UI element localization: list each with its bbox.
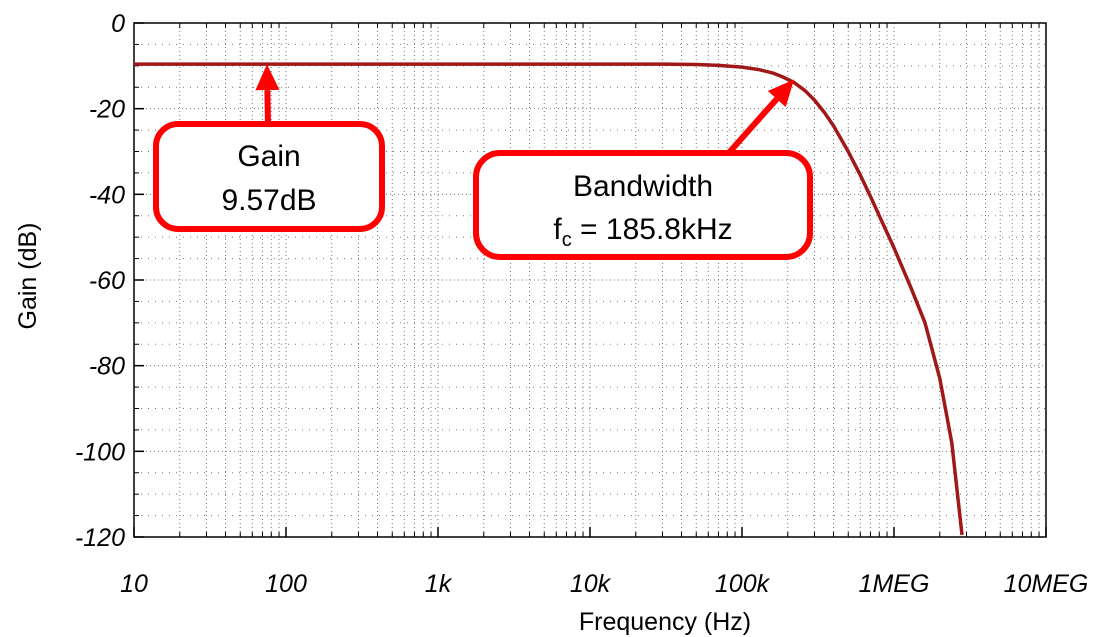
y-tick-label: -40 [89, 181, 125, 209]
bandwidth-callout-arrowhead [767, 79, 795, 107]
y-tick-label: -80 [89, 353, 125, 381]
y-tick-label: 0 [111, 10, 125, 38]
bandwidth-callout-arrow [723, 96, 780, 158]
y-tick-label: -20 [89, 96, 125, 124]
bandwidth-callout: Bandwidth fc = 185.8kHz [473, 79, 813, 260]
grid [134, 23, 1046, 537]
x-tick-label: 1k [425, 570, 453, 598]
x-tick-label: 100k [715, 570, 771, 598]
y-tick-label: -100 [75, 438, 125, 466]
x-axis-title: Frequency (Hz) [579, 608, 751, 636]
bandwidth-callout-line-2: fc = 185.8kHz [553, 213, 732, 251]
series-line-gain [134, 62, 964, 536]
gain-callout-arrowhead [255, 64, 280, 91]
fc-subscript: c [562, 229, 572, 251]
y-axis-title: Gain (dB) [14, 223, 42, 330]
x-tick-label: 10k [570, 570, 612, 598]
fc-symbol: f [553, 213, 562, 246]
gain-callout-line-2: 9.57dB [221, 184, 316, 217]
x-tick-label: 1MEG [859, 570, 930, 598]
bandwidth-callout-line-1: Bandwidth [573, 170, 713, 203]
tick-labels: 10 100 1k 10k 100k 1MEG 10MEG 0 -20 -40 -60 -80 -100… [75, 10, 1088, 598]
gain-callout: Gain 9.57dB [153, 64, 385, 232]
y-tick-label: -120 [75, 524, 125, 552]
x-tick-label: 100 [265, 570, 307, 598]
x-tick-label: 10MEG [1004, 570, 1089, 598]
x-tick-label: 10 [120, 570, 148, 598]
y-tick-label: -60 [89, 267, 125, 295]
tick-marks [133, 22, 1047, 538]
fc-value: = 185.8kHz [572, 213, 733, 246]
gain-callout-arrow [264, 90, 271, 128]
gain-callout-line-1: Gain [237, 140, 300, 173]
bandwidth-callout-box [473, 150, 813, 260]
